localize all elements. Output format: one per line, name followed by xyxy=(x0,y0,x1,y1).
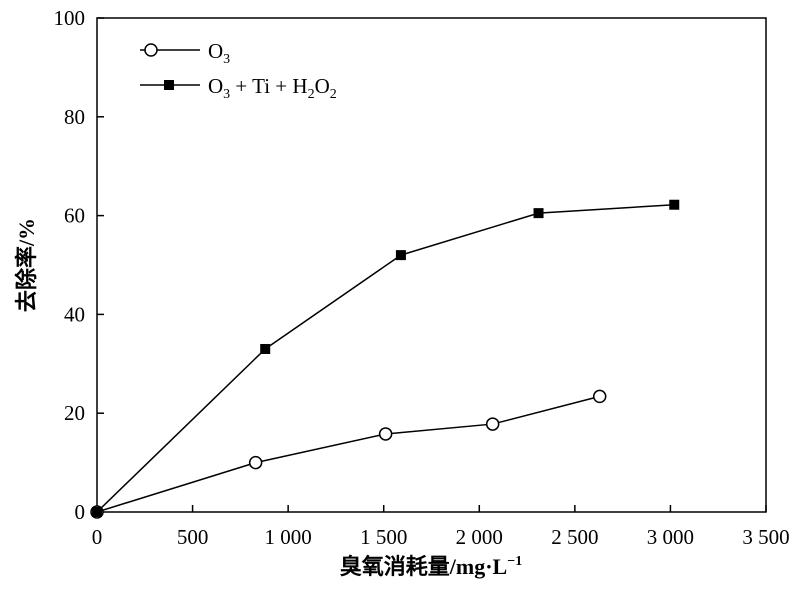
y-axis-ticks: 0 20 40 60 80 100 xyxy=(54,6,104,524)
data-point xyxy=(485,417,500,431)
data-point xyxy=(592,389,607,404)
legend: O3 O3 + Ti + H2O2 xyxy=(140,39,337,102)
x-tick-label: 1 500 xyxy=(360,525,407,549)
data-point xyxy=(533,208,544,219)
x-tick-label: 3 000 xyxy=(647,525,694,549)
legend-label-o3-ti-h2o2: O3 + Ti + H2O2 xyxy=(208,74,337,102)
y-tick-label: 0 xyxy=(75,500,86,524)
data-point xyxy=(378,427,393,441)
data-point xyxy=(248,455,263,470)
y-tick-label: 20 xyxy=(64,401,85,425)
x-tick-label: 0 xyxy=(92,525,103,549)
data-point xyxy=(669,199,680,210)
series-layer xyxy=(90,199,680,519)
y-tick-label: 100 xyxy=(54,6,86,30)
y-tick-label: 40 xyxy=(64,302,85,326)
plot-frame xyxy=(96,17,767,513)
series-0 xyxy=(90,389,607,519)
filled-square-marker-icon xyxy=(164,80,174,90)
open-circle-marker-icon xyxy=(144,43,158,57)
y-tick-label: 80 xyxy=(64,105,85,129)
x-tick-label: 1 000 xyxy=(265,525,312,549)
data-point xyxy=(395,250,406,261)
x-tick-label: 3 500 xyxy=(742,525,789,549)
x-axis-ticks: 0 500 1 000 1 500 2 000 2 500 3 000 3 500 xyxy=(92,505,790,549)
x-tick-label: 500 xyxy=(177,525,209,549)
data-point xyxy=(260,343,271,354)
series-line xyxy=(96,395,600,513)
series-1 xyxy=(92,199,680,517)
legend-item-o3: O3 xyxy=(140,39,230,67)
x-axis-title: 臭氧消耗量/mg·L−1 xyxy=(340,554,522,579)
series-line xyxy=(96,203,675,513)
x-tick-label: 2 000 xyxy=(456,525,503,549)
legend-item-o3-ti-h2o2: O3 + Ti + H2O2 xyxy=(140,74,337,102)
legend-label-o3: O3 xyxy=(208,39,230,67)
y-tick-label: 60 xyxy=(64,204,85,228)
y-axis-title: 去除率/% xyxy=(14,218,39,312)
data-point xyxy=(92,507,102,517)
x-tick-label: 2 500 xyxy=(551,525,598,549)
